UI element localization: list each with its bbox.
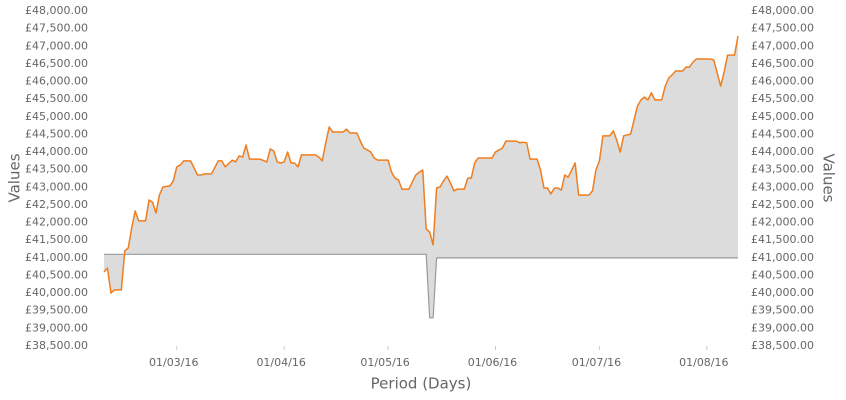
y-tick-label: £43,500.00: [25, 163, 88, 176]
line: [104, 253, 738, 319]
y-tick-label: £39,500.00: [25, 304, 88, 317]
y2-tick-label: £40,000.00: [751, 286, 814, 299]
y-tick-label: £43,000.00: [25, 180, 88, 193]
y2-tick-label: £46,000.00: [751, 75, 814, 88]
y2-tick-label: £44,000.00: [751, 145, 814, 158]
y2-tick-label: £43,500.00: [751, 163, 814, 176]
y2-tick-label: £39,000.00: [751, 321, 814, 334]
x-tick-label: 01/06/16: [468, 356, 517, 369]
y2-axis-title: Values: [820, 153, 838, 202]
y-tick-label: £40,000.00: [25, 286, 88, 299]
y-tick-label: £44,500.00: [25, 127, 88, 140]
y-tick-label: £42,000.00: [25, 216, 88, 229]
y2-tick-label: £45,000.00: [751, 110, 814, 123]
y-tick-label: £46,000.00: [25, 75, 88, 88]
y2-tick-label: £41,500.00: [751, 233, 814, 246]
y-tick-label: £42,500.00: [25, 198, 88, 211]
area-fill: [104, 36, 738, 318]
y2-tick-label: £41,000.00: [751, 251, 814, 264]
y2-tick-label: £46,500.00: [751, 57, 814, 70]
x-axis-title: Period (Days): [371, 375, 472, 393]
y-tick-label: £46,500.00: [25, 57, 88, 70]
y2-tick-label: £42,000.00: [751, 216, 814, 229]
y2-tick-label: £39,500.00: [751, 304, 814, 317]
y-tick-label: £44,000.00: [25, 145, 88, 158]
y-tick-label: £41,500.00: [25, 233, 88, 246]
y2-tick-label: £42,500.00: [751, 198, 814, 211]
y-axis-title: Values: [6, 153, 24, 202]
y2-tick-label: £38,500.00: [751, 339, 814, 352]
y2-tick-label: £47,000.00: [751, 39, 814, 52]
x-tick-label: 01/07/16: [572, 356, 621, 369]
y2-tick-label: £45,500.00: [751, 92, 814, 105]
x-tick-label: 01/03/16: [149, 356, 198, 369]
y-tick-label: £40,500.00: [25, 268, 88, 281]
y-tick-label: £47,000.00: [25, 39, 88, 52]
x-tick-label: 01/04/16: [256, 356, 305, 369]
y-tick-label: £48,000.00: [25, 4, 88, 17]
y2-tick-label: £48,000.00: [751, 4, 814, 17]
y2-tick-label: £44,500.00: [751, 127, 814, 140]
y-tick-label: £47,500.00: [25, 22, 88, 35]
x-tick-label: 01/08/16: [679, 356, 728, 369]
y2-tick-label: £40,500.00: [751, 268, 814, 281]
y-tick-label: £41,000.00: [25, 251, 88, 264]
y-tick-label: £39,000.00: [25, 321, 88, 334]
y2-tick-label: £47,500.00: [751, 22, 814, 35]
y-tick-label: £38,500.00: [25, 339, 88, 352]
y-tick-label: £45,000.00: [25, 110, 88, 123]
y-tick-label: £45,500.00: [25, 92, 88, 105]
line: [103, 35, 739, 294]
y2-tick-label: £43,000.00: [751, 180, 814, 193]
x-tick-label: 01/05/16: [360, 356, 409, 369]
